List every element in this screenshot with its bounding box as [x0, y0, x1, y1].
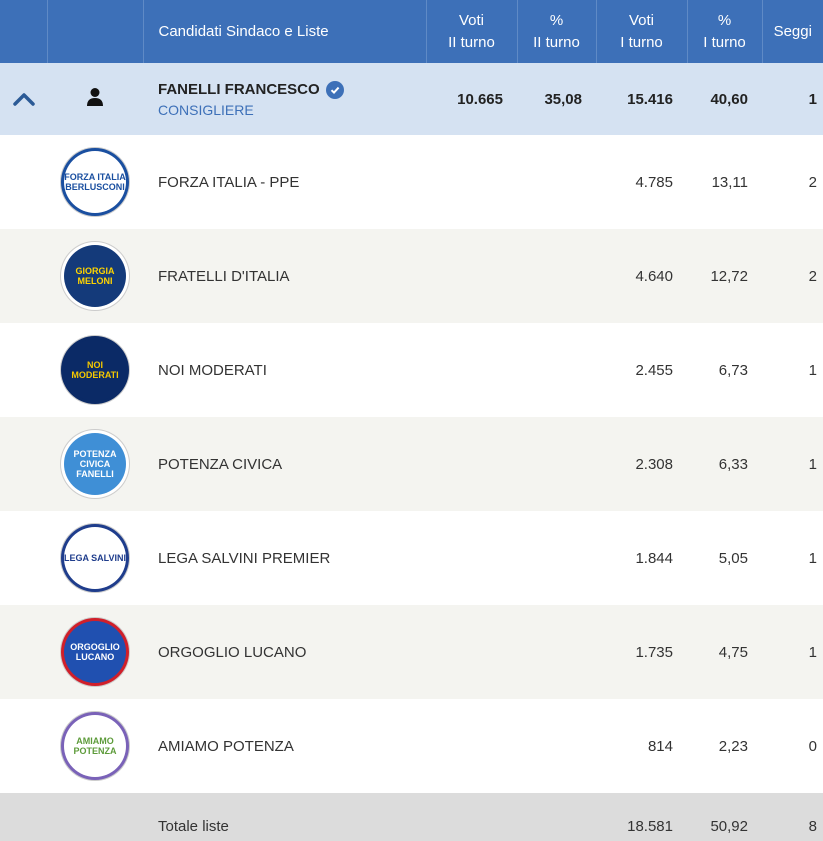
table-header-row: Candidati Sindaco e Liste Voti II turno %… — [0, 0, 823, 63]
list-name: POTENZA CIVICA — [143, 417, 426, 511]
candidate-avatar-cell — [47, 63, 143, 135]
list-seggi: 2 — [762, 229, 823, 323]
amiamo-potenza-logo: AMIAMO POTENZA — [64, 715, 126, 777]
collapse-toggle[interactable] — [0, 63, 47, 135]
list-voti-i: 4.640 — [596, 229, 687, 323]
list-pct-i: 13,11 — [687, 135, 762, 229]
noi-moderati-logo: NOI MODERATI — [64, 339, 126, 401]
orgoglio-lucano-logo: ORGOGLIO LUCANO — [64, 621, 126, 683]
header-voti-i: Voti I turno — [596, 0, 688, 63]
list-voti-i: 1.735 — [596, 605, 687, 699]
list-seggi: 0 — [762, 699, 823, 793]
list-voti-i: 2.308 — [596, 417, 687, 511]
candidate-name: FANELLI FRANCESCO — [158, 81, 320, 98]
list-name: FRATELLI D'ITALIA — [143, 229, 426, 323]
header-logo-col — [47, 0, 144, 63]
total-row: Totale liste 18.581 50,92 8 — [0, 793, 823, 841]
header-voti-ii: Voti II turno — [426, 0, 518, 63]
list-name: AMIAMO POTENZA — [143, 699, 426, 793]
list-pct-i: 12,72 — [687, 229, 762, 323]
list-voti-i: 4.785 — [596, 135, 687, 229]
list-name: LEGA SALVINI PREMIER — [143, 511, 426, 605]
list-seggi: 1 — [762, 511, 823, 605]
header-name-col: Candidati Sindaco e Liste — [143, 0, 427, 63]
list-voti-i: 1.844 — [596, 511, 687, 605]
list-row: GIORGIA MELONI FRATELLI D'ITALIA 4.640 1… — [0, 229, 823, 323]
candidate-name-cell: FANELLI FRANCESCO CONSIGLIERE — [143, 63, 426, 135]
header-toggle-col — [0, 0, 48, 63]
header-seggi: Seggi — [762, 0, 823, 63]
list-row: AMIAMO POTENZA AMIAMO POTENZA 814 2,23 0 — [0, 699, 823, 793]
list-voti-i: 2.455 — [596, 323, 687, 417]
list-seggi: 1 — [762, 417, 823, 511]
potenza-civica-logo: POTENZA CIVICA FANELLI — [64, 433, 126, 495]
candidate-role: CONSIGLIERE — [158, 101, 254, 118]
list-row: ORGOGLIO LUCANO ORGOGLIO LUCANO 1.735 4,… — [0, 605, 823, 699]
list-name: FORZA ITALIA - PPE — [143, 135, 426, 229]
list-pct-i: 6,73 — [687, 323, 762, 417]
list-name: NOI MODERATI — [143, 323, 426, 417]
chevron-up-icon[interactable] — [12, 92, 35, 106]
list-name: ORGOGLIO LUCANO — [143, 605, 426, 699]
person-icon — [87, 88, 103, 106]
forza-italia-logo: FORZA ITALIA BERLUSCONI — [64, 151, 126, 213]
fratelli-italia-logo: GIORGIA MELONI — [64, 245, 126, 307]
candidate-pct-ii: 35,08 — [517, 63, 596, 135]
list-row: POTENZA CIVICA FANELLI POTENZA CIVICA 2.… — [0, 417, 823, 511]
header-pct-i: % I turno — [687, 0, 763, 63]
candidate-voti-ii: 10.665 — [426, 63, 517, 135]
candidate-seggi: 1 — [762, 63, 823, 135]
list-pct-i: 6,33 — [687, 417, 762, 511]
total-pct-i: 50,92 — [687, 793, 762, 841]
list-row: NOI MODERATI NOI MODERATI 2.455 6,73 1 — [0, 323, 823, 417]
candidate-voti-i: 15.416 — [596, 63, 687, 135]
list-voti-i: 814 — [596, 699, 687, 793]
list-seggi: 2 — [762, 135, 823, 229]
list-pct-i: 2,23 — [687, 699, 762, 793]
verified-check-icon — [325, 80, 344, 99]
list-pct-i: 5,05 — [687, 511, 762, 605]
candidate-pct-i: 40,60 — [687, 63, 762, 135]
list-seggi: 1 — [762, 323, 823, 417]
lega-logo: LEGA SALVINI — [64, 527, 126, 589]
list-pct-i: 4,75 — [687, 605, 762, 699]
candidate-row[interactable]: FANELLI FRANCESCO CONSIGLIERE 10.665 35,… — [0, 63, 823, 135]
list-row: FORZA ITALIA BERLUSCONI FORZA ITALIA - P… — [0, 135, 823, 229]
list-row: LEGA SALVINI LEGA SALVINI PREMIER 1.844 … — [0, 511, 823, 605]
total-label: Totale liste — [143, 793, 426, 841]
total-seggi: 8 — [762, 793, 823, 841]
total-voti-i: 18.581 — [596, 793, 687, 841]
list-seggi: 1 — [762, 605, 823, 699]
header-pct-ii: % II turno — [517, 0, 597, 63]
